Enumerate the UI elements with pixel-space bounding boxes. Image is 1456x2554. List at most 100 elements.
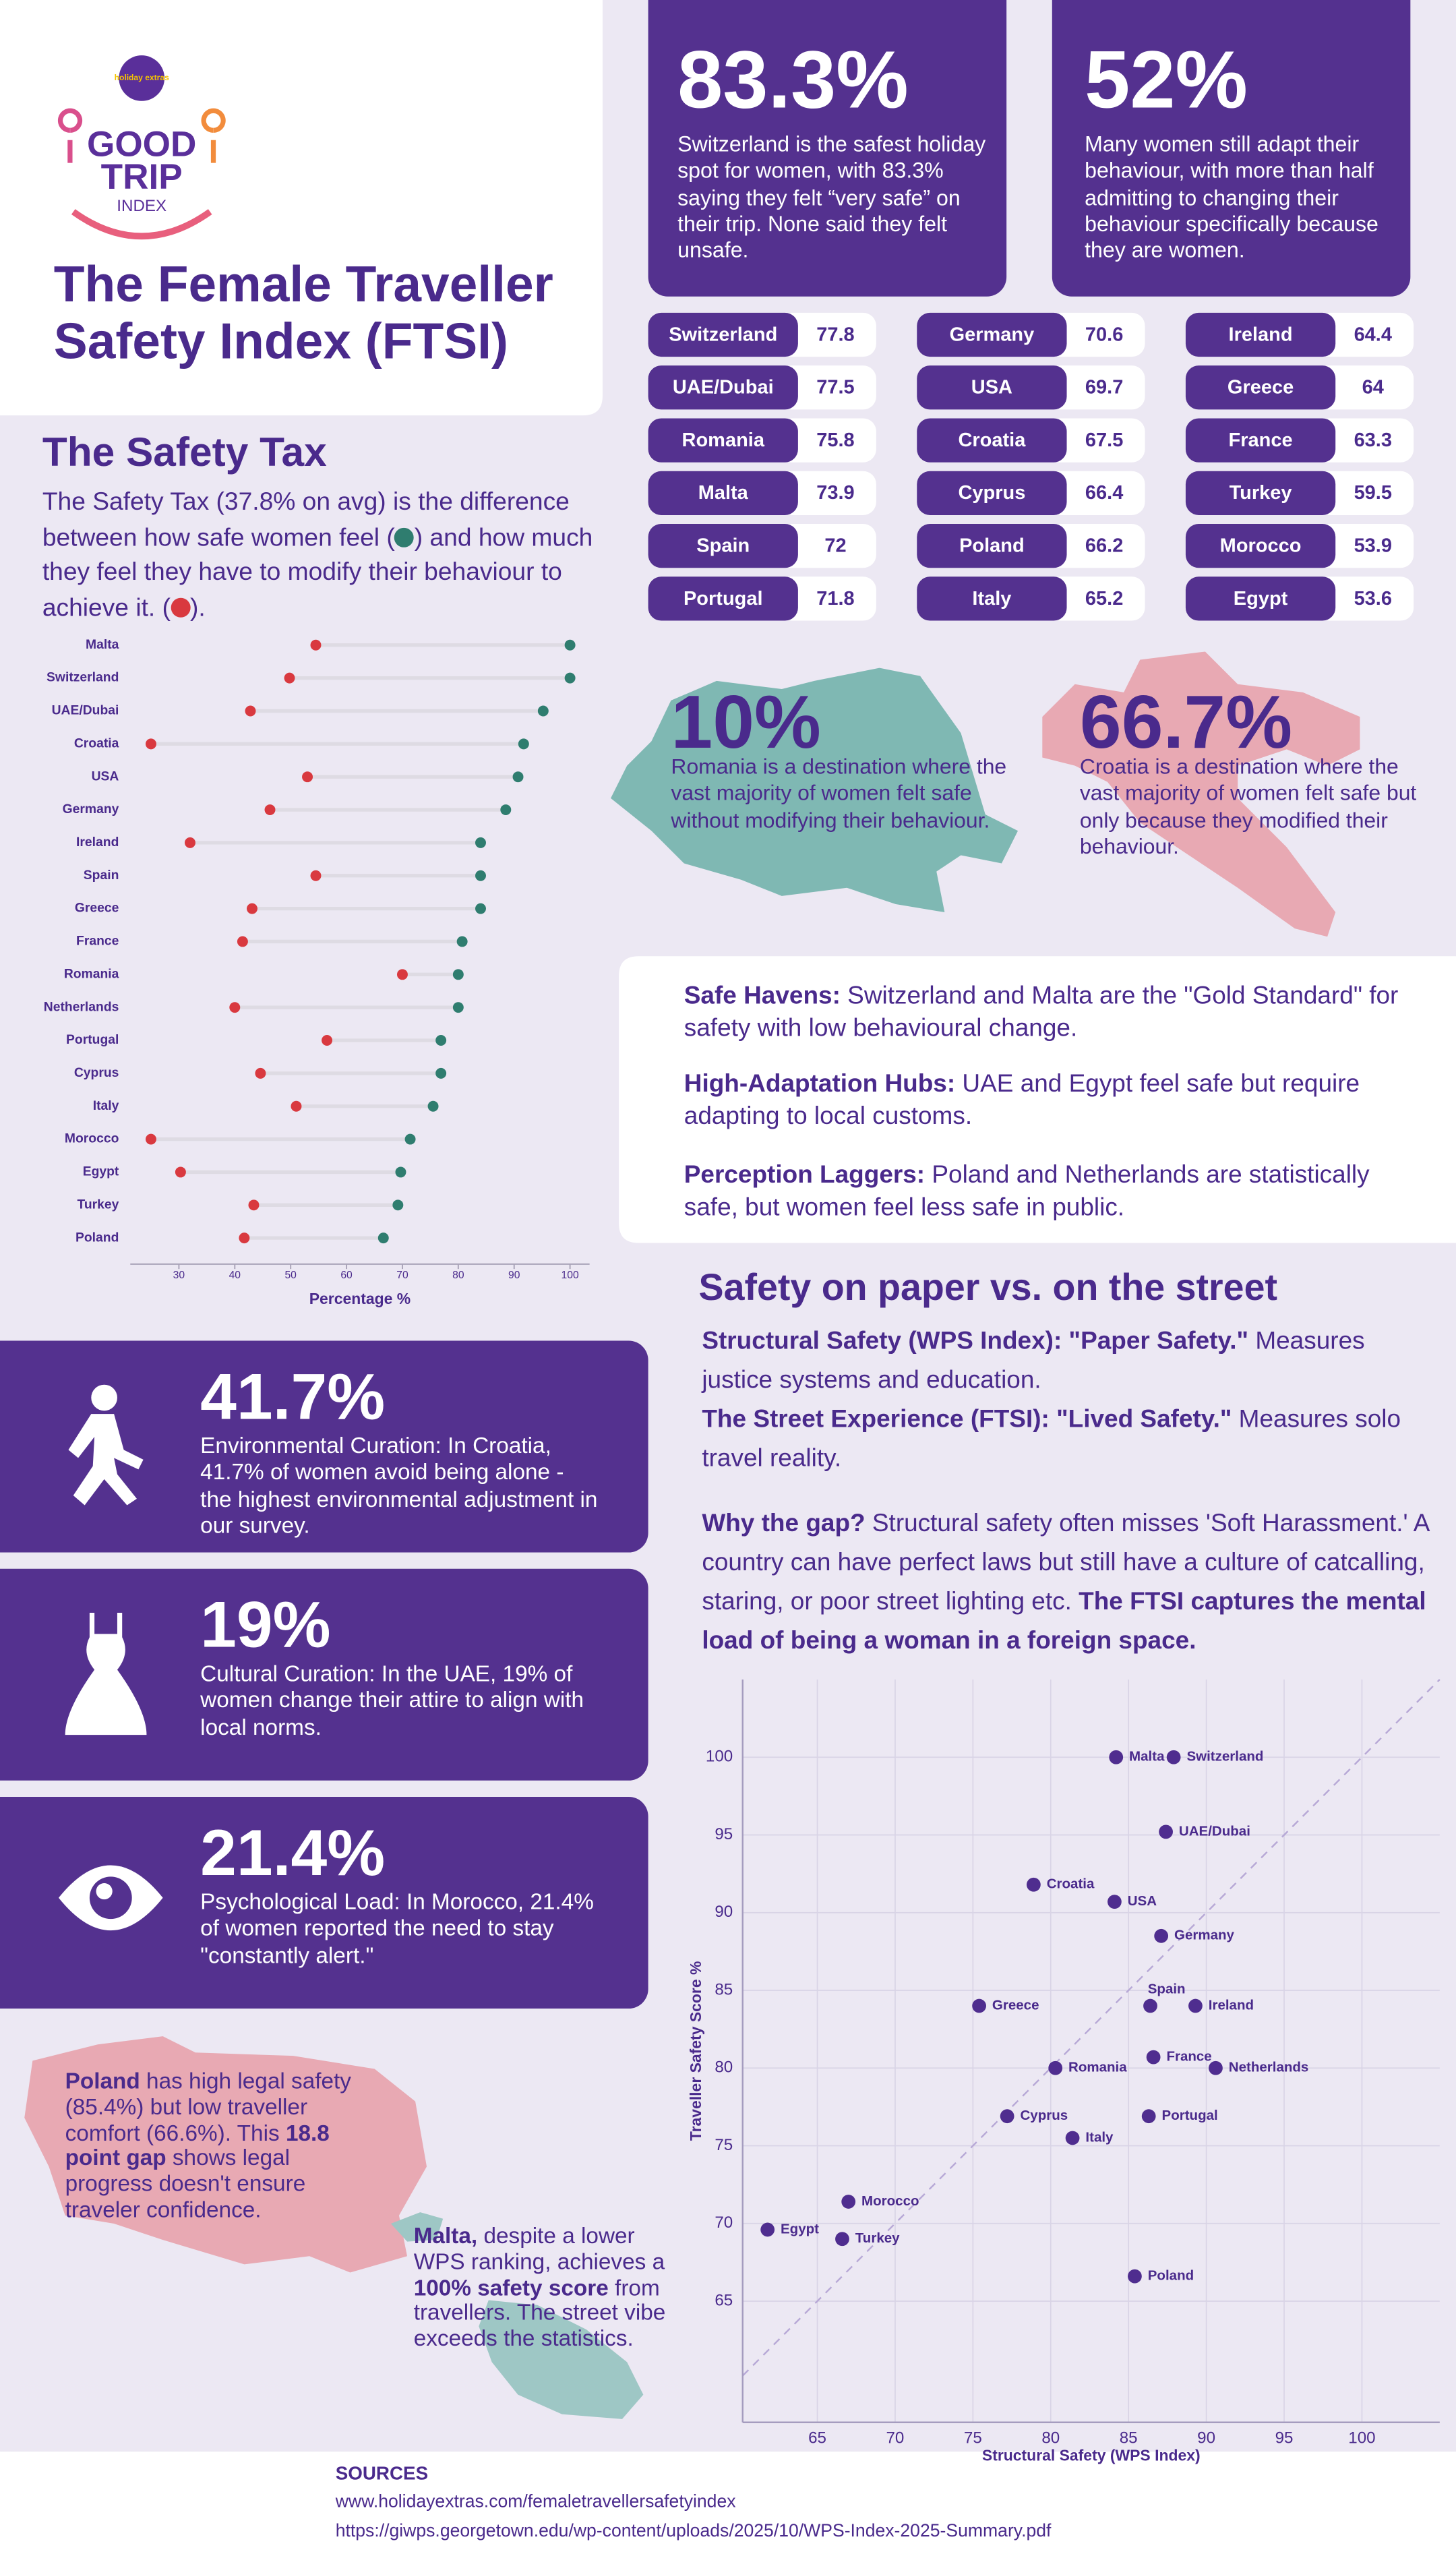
country-score: 59.5: [1354, 482, 1392, 504]
country-name: Greece: [1227, 377, 1294, 398]
score-pill: [1047, 576, 1145, 621]
text-run: Measures solo travel reality.: [702, 1406, 1401, 1473]
x-axis-title: Structural Safety (WPS Index): [982, 2447, 1201, 2464]
eye-icon: [58, 1865, 163, 1931]
country-name: Morocco: [1220, 535, 1302, 557]
dot: [475, 903, 486, 914]
category-label: Ireland: [76, 835, 119, 850]
text-run: shows legal progress doesn't ensure trav…: [65, 2145, 306, 2222]
stat-value: 10%: [671, 679, 821, 765]
dot: [248, 1199, 260, 1211]
country-pill: [1185, 471, 1336, 515]
x-tick-label: 85: [1120, 2429, 1138, 2447]
stat-text: Croatia is a destination where the vast …: [1079, 754, 1417, 859]
country-score: 71.8: [816, 588, 854, 610]
stat-card: [0, 1568, 648, 1781]
country-name: Poland: [959, 535, 1025, 557]
text-run: UAE and Egypt feel safe but require adap…: [684, 1070, 1360, 1130]
dot: [264, 804, 276, 816]
country-pill: [648, 576, 798, 621]
dot: [512, 771, 524, 783]
paragraph: Structural Safety (WPS Index): "Paper Sa…: [702, 1323, 1434, 1401]
text-run: from travellers. The street vibe exceeds…: [413, 2275, 666, 2351]
stat-value: 21.4%: [200, 1818, 386, 1890]
bold-text: 100% safety score: [413, 2275, 609, 2300]
stat-text: Many women still adapt their behaviour, …: [1085, 131, 1378, 263]
point-label: Poland: [1148, 2268, 1194, 2284]
dot: [377, 1233, 389, 1244]
bold-text: Safe Havens:: [684, 982, 841, 1010]
y-tick-label: 95: [715, 1825, 733, 1843]
point-label: Portugal: [1162, 2108, 1218, 2123]
y-tick-label: 85: [715, 1980, 733, 1998]
x-tick-label: 50: [284, 1270, 297, 1281]
logo-pin: [201, 108, 226, 163]
insight: High-Adaptation Hubs: UAE and Egypt feel…: [684, 1069, 1425, 1132]
point: [841, 2195, 856, 2209]
stat-card: [1052, 0, 1411, 297]
text-run: Switzerland and Malta are the "Gold Stan…: [684, 982, 1399, 1042]
point: [1048, 2060, 1063, 2075]
point-label: Spain: [1148, 1981, 1186, 1996]
text-run: has high legal safety (85.4%) but low tr…: [65, 2069, 351, 2145]
bold-text: The FTSI captures the mental load of bei…: [702, 1588, 1426, 1655]
x-tick-label: 75: [964, 2429, 982, 2447]
country-pill: [1185, 418, 1336, 463]
dot: [435, 1035, 447, 1046]
x-tick-label: 100: [1348, 2429, 1375, 2447]
sources-panel: [0, 2452, 1456, 2554]
point: [1188, 1998, 1203, 2013]
category-label: Malta: [86, 638, 119, 652]
score-pill: [1047, 524, 1145, 568]
bold-text: The Street Experience (FTSI): "Lived Saf…: [702, 1406, 1232, 1434]
score-pill: [1316, 312, 1414, 357]
point-label: Morocco: [861, 2193, 919, 2209]
category-label: Cyprus: [74, 1066, 119, 1080]
country-pill: [1185, 312, 1336, 357]
stat-value: 41.7%: [200, 1361, 386, 1434]
dot: [500, 804, 512, 816]
x-tick-label: 80: [452, 1270, 464, 1281]
bold-text: Malta,: [413, 2223, 478, 2249]
text-run: The Safety Tax (37.8% on avg) is the dif…: [42, 488, 570, 552]
stat-card: [0, 1796, 648, 2009]
country-pill: [917, 418, 1067, 463]
country-pill: [648, 471, 798, 515]
text-run: ) and how much they feel they have to mo…: [42, 523, 593, 622]
x-tick-label: 65: [808, 2429, 826, 2447]
x-tick-label: 30: [173, 1270, 185, 1281]
bold-text: High-Adaptation Hubs:: [684, 1070, 956, 1098]
category-label: France: [76, 934, 119, 949]
dot: [229, 1002, 241, 1013]
category-label: Switzerland: [47, 671, 119, 685]
point-label: France: [1166, 2049, 1211, 2065]
country-name: France: [1229, 429, 1293, 451]
stat-text: Cultural Curation: In the UAE, 19% of wo…: [200, 1661, 584, 1740]
y-tick-label: 65: [715, 2291, 733, 2309]
score-pill: [778, 365, 876, 410]
dot: [239, 1233, 250, 1244]
stat-card: [0, 1340, 648, 1553]
dot: [395, 1166, 406, 1178]
country-score: 53.6: [1354, 588, 1392, 610]
bold-text: Why the gap?: [702, 1510, 866, 1538]
dot: [392, 1199, 404, 1211]
dot: [475, 837, 486, 848]
category-label: Spain: [84, 868, 119, 883]
poland-shape: [24, 2036, 427, 2273]
country-score: 63.3: [1354, 429, 1392, 451]
dot: [427, 1100, 439, 1112]
x-tick-label: 100: [562, 1270, 579, 1281]
bold-text: Perception Laggers:: [684, 1161, 926, 1189]
stat-value: 52%: [1085, 34, 1248, 126]
country-pill: [1185, 365, 1336, 410]
logo-pin: [57, 108, 83, 163]
category-label: Germany: [63, 802, 119, 816]
dot: [185, 837, 195, 848]
page-title: The Female Traveller Safety Index (FTSI): [53, 256, 553, 370]
stat-value: 66.7%: [1079, 679, 1293, 765]
country-pill: [648, 312, 798, 357]
category-label: Romania: [64, 967, 119, 981]
